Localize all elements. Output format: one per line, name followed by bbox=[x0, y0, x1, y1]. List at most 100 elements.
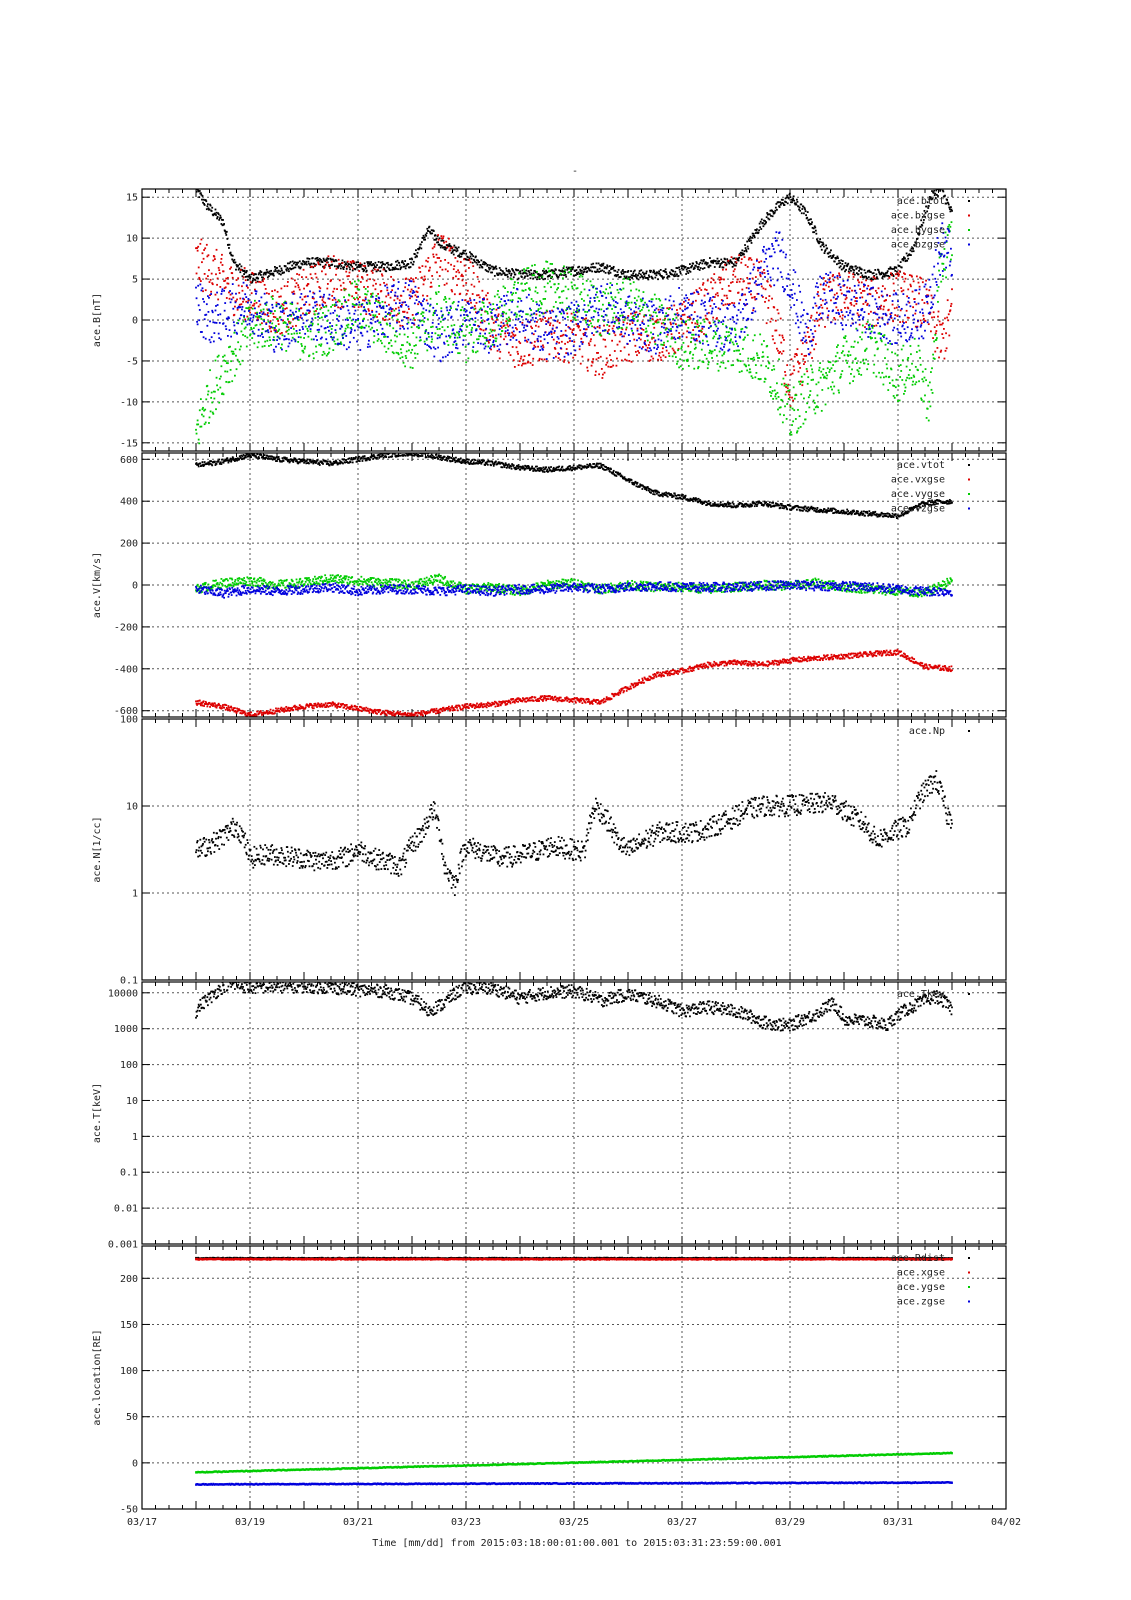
data-point bbox=[292, 292, 295, 295]
data-point bbox=[291, 311, 294, 314]
data-point bbox=[621, 328, 624, 331]
data-point bbox=[345, 263, 348, 266]
data-point bbox=[274, 330, 277, 333]
data-point bbox=[813, 231, 816, 234]
data-point bbox=[281, 348, 283, 351]
data-point bbox=[685, 323, 688, 326]
data-point bbox=[279, 346, 282, 349]
data-point bbox=[820, 241, 823, 244]
data-point bbox=[396, 264, 398, 267]
data-point bbox=[782, 202, 785, 205]
data-point bbox=[249, 334, 251, 337]
data-point bbox=[651, 318, 654, 320]
data-point bbox=[912, 380, 914, 383]
data-point bbox=[819, 283, 822, 286]
data-point bbox=[747, 258, 750, 261]
data-point bbox=[493, 267, 496, 270]
data-point bbox=[543, 270, 546, 273]
data-point bbox=[215, 273, 217, 276]
data-point bbox=[934, 197, 937, 199]
data-point bbox=[484, 345, 487, 348]
data-point bbox=[295, 317, 297, 319]
data-point bbox=[624, 271, 627, 273]
data-point bbox=[230, 298, 233, 301]
data-point bbox=[802, 205, 805, 208]
data-point bbox=[391, 308, 394, 310]
data-point bbox=[432, 230, 435, 232]
data-point bbox=[456, 260, 459, 263]
data-point bbox=[199, 192, 202, 195]
data-point bbox=[239, 271, 242, 274]
data-point bbox=[920, 397, 923, 400]
data-point bbox=[373, 302, 376, 304]
data-point bbox=[242, 281, 245, 284]
data-point bbox=[202, 415, 205, 418]
data-point bbox=[516, 328, 518, 331]
data-point bbox=[598, 267, 601, 270]
data-point bbox=[830, 299, 832, 302]
data-point bbox=[855, 267, 858, 270]
data-point bbox=[265, 292, 268, 295]
data-point bbox=[242, 297, 244, 300]
data-point bbox=[277, 330, 280, 332]
data-point bbox=[256, 313, 258, 316]
data-point bbox=[405, 277, 408, 280]
data-point bbox=[562, 267, 565, 270]
data-point bbox=[203, 273, 206, 275]
data-point bbox=[305, 263, 308, 266]
data-point bbox=[290, 314, 293, 317]
data-point bbox=[776, 208, 778, 211]
data-point bbox=[469, 299, 472, 302]
data-point bbox=[569, 328, 572, 330]
data-point bbox=[779, 317, 782, 320]
data-point bbox=[299, 267, 302, 270]
data-point bbox=[506, 291, 509, 293]
data-point bbox=[844, 337, 846, 340]
data-point bbox=[738, 349, 740, 352]
data-point bbox=[322, 350, 325, 353]
data-point bbox=[472, 341, 475, 344]
data-point bbox=[683, 351, 686, 354]
data-point bbox=[274, 316, 277, 319]
data-point bbox=[934, 332, 937, 335]
data-point bbox=[941, 322, 944, 325]
data-point bbox=[735, 262, 738, 265]
data-point bbox=[328, 293, 331, 296]
data-point bbox=[317, 263, 320, 266]
data-point bbox=[706, 340, 709, 343]
data-point bbox=[250, 306, 253, 309]
data-point bbox=[384, 263, 387, 266]
data-point bbox=[415, 249, 417, 252]
data-point bbox=[224, 360, 227, 363]
data-point bbox=[264, 273, 267, 276]
data-point bbox=[596, 268, 599, 271]
data-point bbox=[641, 306, 644, 309]
data-point bbox=[683, 265, 685, 268]
data-point bbox=[413, 323, 416, 326]
data-point bbox=[832, 364, 835, 366]
data-point bbox=[681, 265, 684, 267]
data-point bbox=[423, 236, 426, 239]
data-point bbox=[846, 265, 849, 268]
data-point bbox=[640, 300, 643, 303]
data-point bbox=[371, 264, 374, 267]
data-point bbox=[576, 309, 578, 312]
data-point bbox=[312, 357, 315, 360]
data-point bbox=[784, 393, 787, 396]
data-point bbox=[657, 334, 659, 337]
data-point bbox=[565, 309, 568, 312]
data-point bbox=[451, 332, 454, 335]
data-point bbox=[844, 335, 847, 338]
data-point bbox=[878, 271, 880, 273]
data-point bbox=[440, 237, 443, 240]
data-point bbox=[286, 262, 289, 265]
data-point bbox=[518, 340, 521, 343]
data-point bbox=[803, 206, 806, 209]
data-point bbox=[826, 374, 829, 377]
data-point bbox=[814, 412, 817, 415]
data-point bbox=[564, 285, 567, 288]
data-point bbox=[470, 301, 472, 304]
data-point bbox=[435, 309, 437, 312]
data-point bbox=[763, 219, 765, 222]
data-point bbox=[417, 303, 419, 306]
